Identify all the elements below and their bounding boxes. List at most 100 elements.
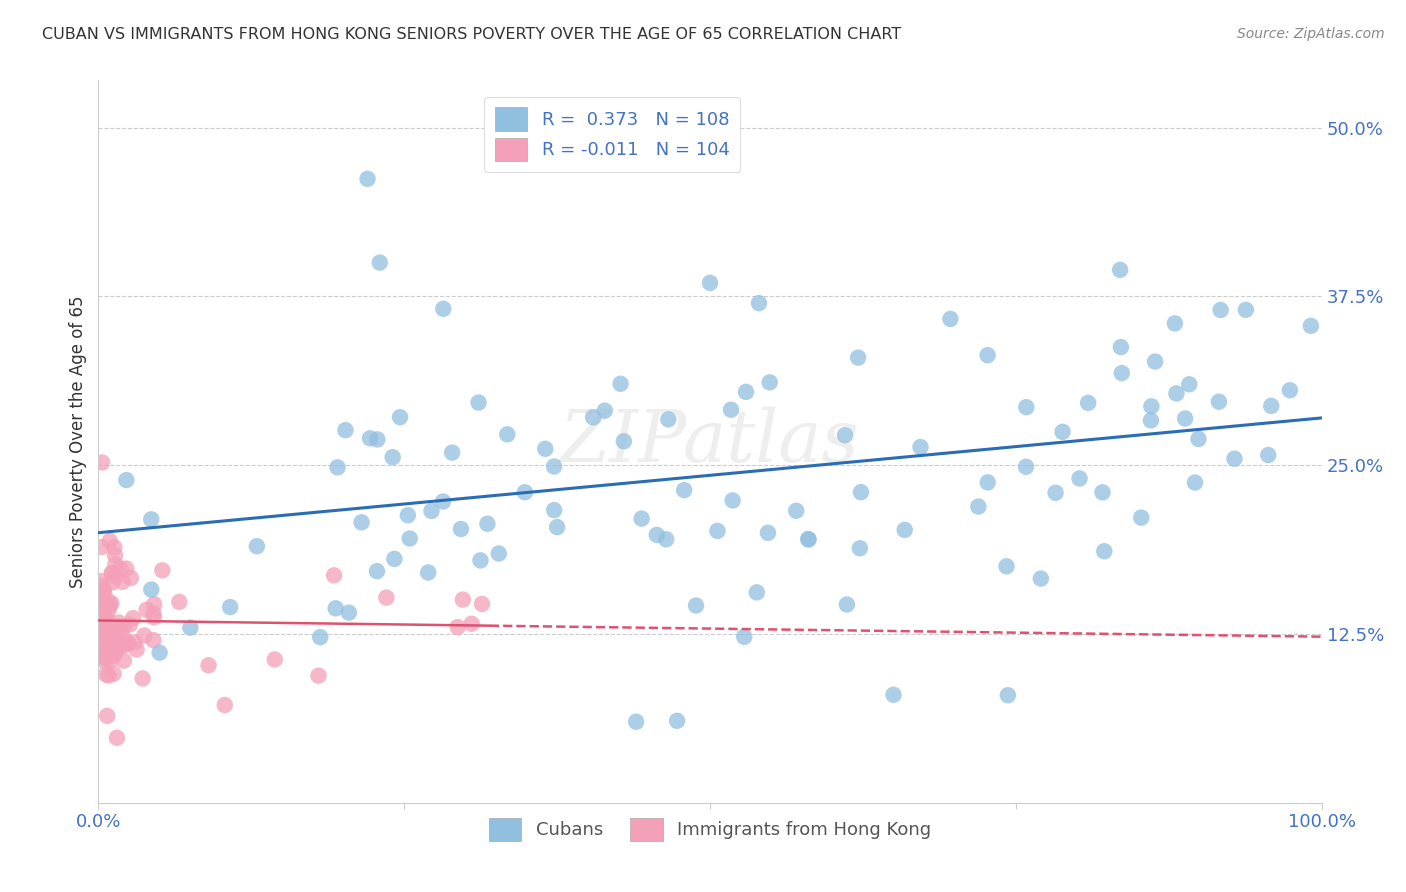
Point [96,641,118,656]
Point [325,601,347,615]
Point [447,620,470,634]
Point [112,620,135,634]
Point [110,638,132,652]
Point [418,566,440,580]
Point [326,460,349,475]
Point [90,624,112,639]
Point [91,648,114,663]
Point [100,596,122,610]
Point [720,402,742,417]
Point [398,532,420,546]
Point [1069,471,1091,485]
Point [91,455,114,469]
Point [141,582,163,597]
Point [849,541,872,556]
Point [1164,317,1187,331]
Point [94,640,117,654]
Point [630,511,652,525]
Point [323,568,346,582]
Point [939,312,962,326]
Point [89,610,111,624]
Point [142,607,165,621]
Point [488,546,510,560]
Point [141,512,163,526]
Point [107,615,129,630]
Point [100,566,122,580]
Point [496,427,519,442]
Point [1045,485,1067,500]
Point [169,595,191,609]
Point [546,520,568,534]
Point [124,635,146,649]
Point [846,351,869,365]
Point [89,630,111,644]
Point [96,615,118,629]
Point [1111,366,1133,380]
Point [910,440,932,454]
Point [91,622,114,636]
Point [1178,377,1201,392]
Point [1091,485,1114,500]
Point [432,301,454,316]
Point [450,522,472,536]
Point [366,564,388,578]
Point [706,524,728,538]
Point [93,651,115,665]
Point [356,172,378,186]
Text: ZIPatlas: ZIPatlas [560,406,860,477]
Point [179,621,201,635]
Point [101,627,124,641]
Point [1015,459,1038,474]
Point [103,630,125,644]
Point [1187,432,1209,446]
Point [593,403,616,417]
Point [1184,475,1206,490]
Point [967,500,990,514]
Point [655,533,678,547]
Point [89,623,111,637]
Point [748,296,770,310]
Point [97,598,120,612]
Point [93,584,115,599]
Point [359,431,381,445]
Point [112,654,135,668]
Point [849,485,872,500]
Point [309,630,332,644]
Point [108,640,131,655]
Point [90,579,112,593]
Point [1144,354,1167,368]
Point [93,604,115,618]
Point [94,589,117,603]
Point [263,652,285,666]
Point [143,610,166,624]
Point [997,688,1019,702]
Point [1015,400,1038,414]
Point [96,709,118,723]
Text: CUBAN VS IMMIGRANTS FROM HONG KONG SENIORS POVERTY OVER THE AGE OF 65 CORRELATIO: CUBAN VS IMMIGRANTS FROM HONG KONG SENIO… [42,27,901,42]
Point [98,599,121,613]
Point [103,541,125,555]
Point [451,592,474,607]
Point [1209,303,1232,318]
Point [685,599,707,613]
Point [883,688,905,702]
Point [89,592,111,607]
Point [609,376,631,391]
Point [1223,451,1246,466]
Point [150,563,173,577]
Point [673,483,696,497]
Point [94,597,117,611]
Point [100,618,122,632]
Point [534,442,557,456]
Point [721,493,744,508]
Point [90,643,112,657]
Point [104,644,127,658]
Point [98,596,121,610]
Point [1208,394,1230,409]
Point [125,642,148,657]
Point [758,376,780,390]
Point [96,620,118,634]
Point [976,475,998,490]
Point [1077,396,1099,410]
Point [219,600,242,615]
